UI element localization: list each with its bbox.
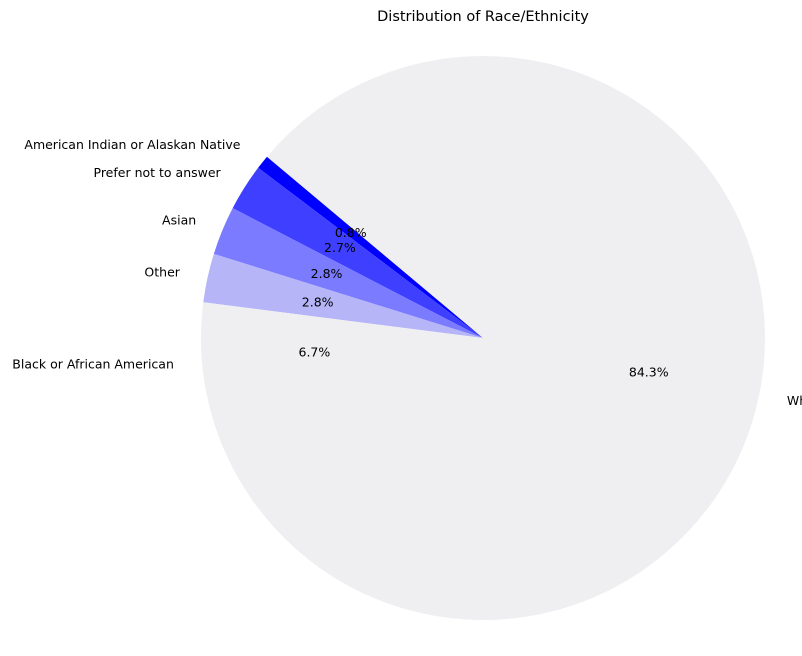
percent-label-asian: 2.8% (311, 266, 343, 281)
percent-label-other: 2.8% (302, 294, 334, 309)
category-label-white: White (787, 393, 802, 408)
percent-label-american-indian-or-alaskan-native: 0.8% (335, 225, 367, 240)
percent-label-prefer-not-to-answer: 2.7% (324, 240, 356, 255)
pie-slice-prefer-not-to-answer (232, 167, 483, 338)
category-label-black-or-african-american: Black or African American (12, 356, 174, 371)
pie-slices (201, 55, 765, 620)
pie-slice-white (213, 55, 765, 620)
pie-slice-black-or-african-american (201, 302, 483, 420)
pie-slice-american-indian-or-alaskan-native (258, 156, 483, 338)
percent-label-black-or-african-american: 6.7% (299, 345, 331, 360)
percent-labels: 0.8%2.7% 2.8% 2.8% 6.7% 84.3% (299, 225, 669, 379)
pie-slice-other (203, 253, 483, 338)
category-label-asian: Asian (162, 212, 196, 227)
pie-slice-asian (213, 208, 484, 338)
percent-label-white: 84.3% (629, 364, 669, 379)
category-label-other: Other (144, 264, 180, 279)
category-labels: American Indian or Alaskan Native Prefer … (12, 137, 802, 408)
category-label-prefer-not-to-answer: Prefer not to answer (94, 165, 222, 180)
category-label-american-indian-or-alaskan-native: American Indian or Alaskan Native (24, 137, 240, 152)
chart-title: Distribution of Race/Ethnicity (377, 9, 589, 25)
